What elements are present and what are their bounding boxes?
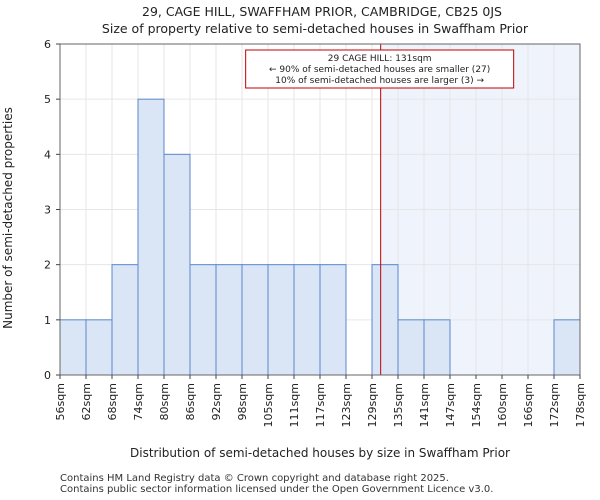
x-tick-label: 86sqm: [184, 383, 197, 420]
x-tick-label: 154sqm: [470, 383, 483, 427]
x-tick-label: 111sqm: [288, 383, 301, 427]
chart-title-line1: 29, CAGE HILL, SWAFFHAM PRIOR, CAMBRIDGE…: [142, 4, 502, 19]
bar-111sqm: [293, 264, 321, 376]
x-tick-label: 141sqm: [418, 383, 431, 427]
bar-92sqm: [215, 264, 243, 376]
bar-62sqm: [85, 319, 113, 376]
bar-129sqm: [371, 264, 399, 376]
x-tick-label: 178sqm: [574, 383, 587, 427]
histogram-chart: 29, CAGE HILL, SWAFFHAM PRIOR, CAMBRIDGE…: [1, 4, 587, 460]
y-tick-label: 5: [44, 93, 51, 106]
bar-98sqm: [241, 264, 269, 376]
x-tick-label: 123sqm: [340, 383, 353, 427]
bar-105sqm: [267, 264, 295, 376]
y-axis-label: Number of semi-detached properties: [1, 107, 15, 329]
x-tick-label: 92sqm: [210, 383, 223, 420]
x-tick-label: 166sqm: [522, 383, 535, 427]
bars: [59, 98, 581, 376]
bar-135sqm: [397, 319, 425, 376]
y-tick-label: 4: [44, 148, 51, 161]
x-tick-label: 74sqm: [132, 383, 145, 420]
x-tick-label: 160sqm: [496, 383, 509, 427]
annotation-box: 29 CAGE HILL: 131sqm ← 90% of semi-detac…: [245, 49, 515, 89]
bar-74sqm: [137, 98, 165, 376]
x-axis-label: Distribution of semi-detached houses by …: [130, 446, 510, 460]
x-tick-label: 135sqm: [392, 383, 405, 427]
bar-80sqm: [163, 153, 191, 376]
bar-117sqm: [319, 264, 347, 376]
chart-title-line2: Size of property relative to semi-detach…: [102, 21, 529, 36]
x-tick-label: 80sqm: [158, 383, 171, 420]
bar-56sqm: [59, 319, 87, 376]
x-axis: 56sqm 62sqm 68sqm 74sqm 80sqm 86sqm 92sqm 98sqm…: [54, 375, 587, 427]
x-tick-label: 56sqm: [54, 383, 67, 420]
x-tick-label: 105sqm: [262, 383, 275, 427]
x-tick-label: 68sqm: [106, 383, 119, 420]
x-tick-label: 129sqm: [366, 383, 379, 427]
y-axis: 0 1 2 3 4 5 6: [44, 38, 60, 382]
x-tick-label: 147sqm: [444, 383, 457, 427]
annotation-line3: 10% of semi-detached houses are larger (…: [275, 76, 484, 86]
y-tick-label: 1: [44, 314, 51, 327]
bar-172sqm: [553, 319, 581, 376]
annotation-frame: [245, 49, 515, 89]
plot-area: 29 CAGE HILL: 131sqm ← 90% of semi-detac…: [59, 43, 581, 376]
annotation-line2: ← 90% of semi-detached houses are smalle…: [269, 65, 490, 75]
footer-licence: Contains public sector information licen…: [60, 484, 494, 495]
y-tick-label: 6: [44, 38, 51, 51]
annotation-line1: 29 CAGE HILL: 131sqm: [328, 54, 432, 64]
bar-141sqm: [423, 319, 451, 376]
x-tick-label: 172sqm: [548, 383, 561, 427]
footer-copyright: Contains HM Land Registry data © Crown c…: [60, 473, 449, 484]
y-tick-label: 2: [44, 259, 51, 272]
x-tick-label: 117sqm: [314, 383, 327, 427]
y-tick-label: 3: [44, 204, 51, 217]
y-tick-label: 0: [44, 369, 51, 382]
x-tick-label: 98sqm: [236, 383, 249, 420]
bar-86sqm: [189, 264, 217, 376]
x-tick-label: 62sqm: [80, 383, 93, 420]
bar-68sqm: [111, 264, 139, 376]
